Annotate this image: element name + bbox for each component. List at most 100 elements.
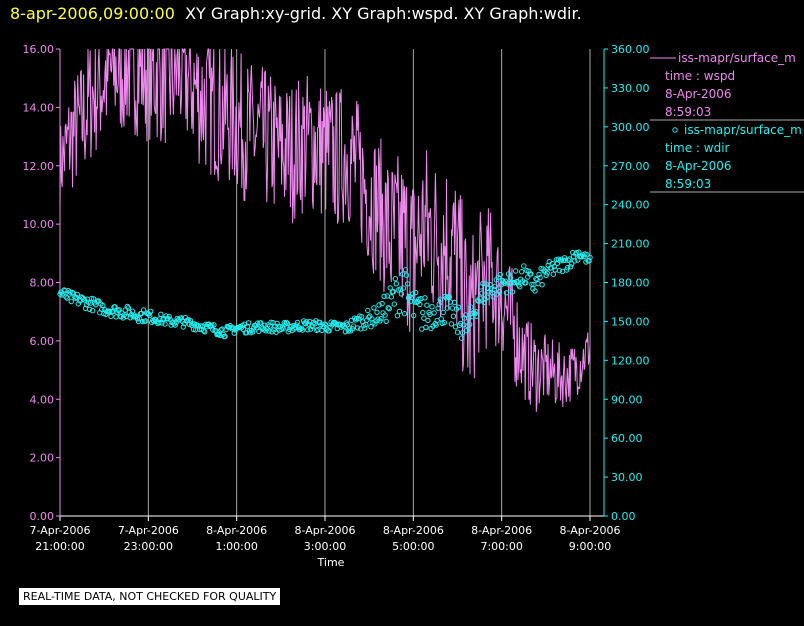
wdir-data-point <box>448 321 455 327</box>
wdir-data-point <box>81 297 88 303</box>
wdir-data-point <box>345 328 352 334</box>
wdir-data-point <box>551 263 557 270</box>
wdir-data-point <box>125 305 132 311</box>
wdir-data-point <box>451 299 458 306</box>
wdir-data-point <box>503 290 510 296</box>
y-right-tick-label: 240.00 <box>611 199 650 212</box>
wdir-data-point <box>422 295 428 301</box>
wdir-data-point <box>352 317 359 323</box>
y-left-tick-label: 4.00 <box>30 393 55 406</box>
wdir-data-point <box>537 274 543 281</box>
wdir-data-point <box>457 320 464 327</box>
wdir-data-point <box>166 313 172 320</box>
y-left-tick-label: 0.00 <box>30 510 55 523</box>
wdir-data-point <box>314 327 320 334</box>
data-quality-disclaimer: REAL-TIME DATA, NOT CHECKED FOR QUALITY <box>19 588 281 605</box>
legend-wdir-detail: 8:59:03 <box>665 177 711 191</box>
x-tick-label-date: 7-Apr-2006 <box>29 524 90 537</box>
wdir-data-point <box>473 308 479 315</box>
wdir-data-point <box>305 327 311 333</box>
wdir-data-point <box>156 319 162 325</box>
wdir-data-point <box>107 308 113 314</box>
y-right-tick-label: 360.00 <box>611 43 650 56</box>
wdir-data-point <box>202 329 208 335</box>
wdir-data-point <box>211 322 217 328</box>
wdir-data-point <box>490 294 496 300</box>
wdir-data-point <box>63 294 69 300</box>
wdir-data-point <box>158 311 164 317</box>
wdir-data-point <box>567 264 574 270</box>
wdir-data-point <box>74 291 81 298</box>
wdir-data-point <box>346 325 353 331</box>
wdir-data-point <box>394 313 401 319</box>
wdir-data-point <box>245 320 252 326</box>
wdir-data-point <box>550 271 556 277</box>
legend-wdir-detail: time : wdir <box>665 141 730 155</box>
wdir-data-point <box>89 308 96 314</box>
header-graph-list: XY Graph:xy-grid. XY Graph:wspd. XY Grap… <box>185 4 582 23</box>
wdir-data-point <box>464 328 470 334</box>
wdir-data-point <box>509 289 516 295</box>
wdir-data-point <box>279 324 285 331</box>
wdir-data-point <box>412 299 418 305</box>
wdir-data-point <box>378 316 384 322</box>
x-tick-label-date: 7-Apr-2006 <box>118 524 179 537</box>
wdir-data-point <box>458 335 465 341</box>
wdir-data-point <box>431 310 437 316</box>
wdir-data-point <box>413 289 419 296</box>
y-right-tick-label: 180.00 <box>611 277 650 290</box>
wdir-data-point <box>62 288 68 294</box>
x-tick-label-date: 8-Apr-2006 <box>559 524 620 537</box>
wdir-data-point <box>474 313 480 319</box>
wdir-data-point <box>398 291 405 297</box>
wdir-data-point <box>479 290 485 296</box>
wdir-data-point <box>140 307 147 313</box>
x-axis-label: Time <box>317 556 345 569</box>
x-tick-label-time: 3:00:00 <box>304 540 346 553</box>
wdir-data-point <box>342 329 349 335</box>
wdir-data-point <box>381 293 387 299</box>
wdir-data-point <box>566 256 573 262</box>
wdir-data-point <box>256 328 262 335</box>
wdir-data-point <box>569 261 575 267</box>
wdir-data-point <box>572 258 578 264</box>
wdir-data-point <box>222 333 228 340</box>
wdir-data-point <box>417 301 423 308</box>
wdir-data-point <box>388 294 394 300</box>
wdir-data-point <box>231 330 238 336</box>
x-tick-label-date: 8-Apr-2006 <box>294 524 355 537</box>
wdir-data-point <box>387 285 393 291</box>
wdir-data-point <box>218 327 224 333</box>
wdir-data-point <box>136 316 143 322</box>
wdir-data-point <box>539 282 545 288</box>
wdir-data-point <box>100 302 106 309</box>
wdir-data-point <box>429 304 435 310</box>
wdir-data-point <box>536 271 542 278</box>
wdir-data-point <box>127 315 134 321</box>
x-tick-label-date: 8-Apr-2006 <box>383 524 444 537</box>
wdir-data-point <box>112 304 118 310</box>
legend-wdir-swatch <box>672 127 678 133</box>
wdir-data-point <box>354 325 361 331</box>
wdir-data-point <box>393 281 399 287</box>
y-right-tick-label: 60.00 <box>611 432 643 445</box>
y-left-tick-label: 6.00 <box>30 335 55 348</box>
wdir-data-point <box>386 306 392 312</box>
wdir-data-point <box>424 302 430 308</box>
y-left-tick-label: 10.00 <box>23 218 55 231</box>
wdir-data-point <box>459 330 466 336</box>
wdir-data-point <box>410 291 416 297</box>
y-right-tick-label: 210.00 <box>611 238 650 251</box>
wdir-data-point <box>244 323 251 329</box>
wdir-data-point <box>421 315 427 321</box>
wdir-data-point <box>400 285 407 291</box>
x-tick-label-time: 7:00:00 <box>480 540 522 553</box>
wdir-data-point <box>133 313 140 319</box>
wdir-data-point <box>404 281 411 287</box>
wdir-data-point <box>435 305 441 311</box>
wdir-data-point <box>383 318 389 324</box>
legend-wspd-detail: 8-Apr-2006 <box>665 87 732 101</box>
chart-header: 8-apr-2006,09:00:00 XY Graph:xy-grid. XY… <box>10 4 582 23</box>
wdir-data-point <box>463 312 469 318</box>
wdir-data-point <box>476 298 482 304</box>
